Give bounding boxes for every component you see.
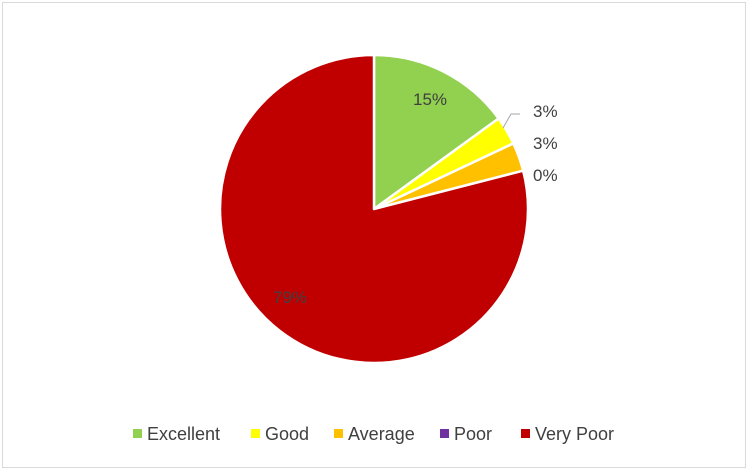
data-label-excellent: 15% [413,90,447,109]
data-label-average: 3% [533,134,558,153]
legend: Excellent Good Average Poor Very Poor [133,424,614,444]
pie-slice-excellent [372,53,500,211]
legend-swatch-poor [440,429,449,438]
legend-swatch-average [334,429,343,438]
data-label-poor: 0% [533,166,558,185]
leader-line-good [502,113,520,129]
legend-label-excellent: Excellent [147,424,220,444]
legend-label-very-poor: Very Poor [535,424,614,444]
data-label-very-poor: 79% [273,288,307,307]
data-labels: 15% 3% 3% 0% 79% [273,90,558,307]
pie-slice-very-poor [218,53,530,365]
legend-label-poor: Poor [454,424,492,444]
data-label-good: 3% [533,102,558,121]
legend-swatch-good [251,429,260,438]
legend-label-good: Good [265,424,309,444]
legend-label-average: Average [348,424,415,444]
leader-lines [502,113,520,129]
pie-slices [218,53,530,365]
legend-swatch-excellent [133,429,142,438]
legend-swatch-very-poor [521,429,530,438]
